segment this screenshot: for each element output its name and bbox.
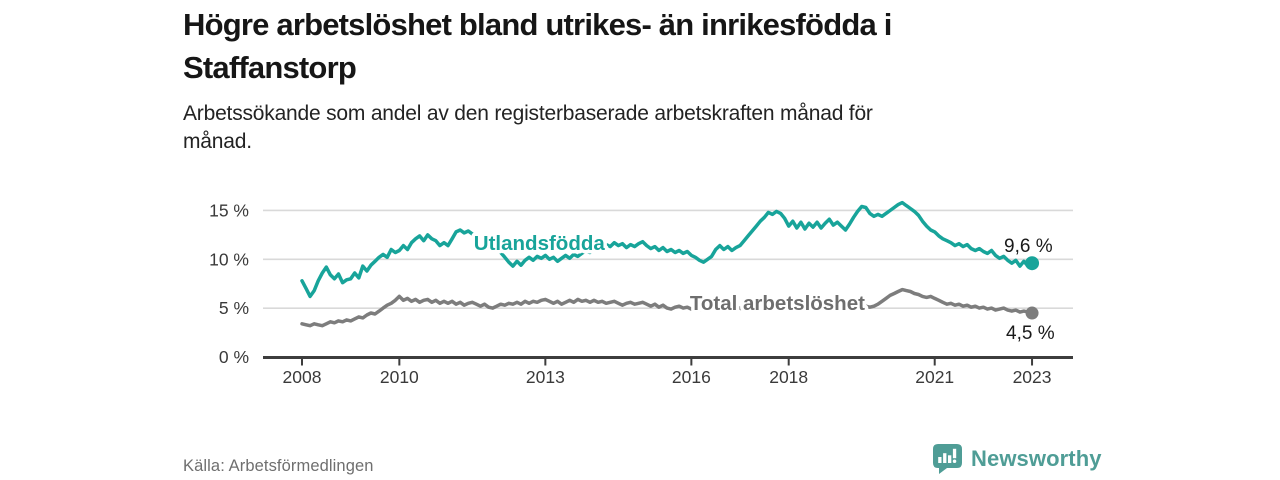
newsworthy-logo-text: Newsworthy (971, 446, 1102, 471)
speech-bubble-shape (933, 444, 962, 474)
newsworthy-logo-icon (933, 444, 962, 474)
y-tick-label-0: 0 % (219, 347, 249, 367)
x-tick-label-2013: 2013 (526, 367, 565, 387)
end-value-label-utlandsfodda: 9,6 % (1004, 236, 1053, 257)
x-tick-label-2018: 2018 (769, 367, 808, 387)
mini-bar-chart-icon (938, 448, 957, 464)
x-tick-label-2016: 2016 (672, 367, 711, 387)
source-label: Källa: Arbetsförmedlingen (183, 457, 374, 475)
end-dot-utlandsfodda (1025, 256, 1040, 271)
y-tick-label-15: 15 % (209, 200, 249, 220)
end-dot-total (1025, 306, 1039, 320)
series-line-total (300, 287, 1034, 328)
series-line-utlandsfodda (300, 200, 1034, 299)
newsworthy-logo: Newsworthy (933, 444, 1102, 474)
y-tick-label-5: 5 % (219, 298, 249, 318)
chart-title-line-2: Staffanstorp (183, 50, 357, 85)
x-tick-label-2023: 2023 (1013, 367, 1052, 387)
chart-title: Högre arbetslöshet bland utrikes- än inr… (183, 3, 1113, 89)
x-tick-label-2021: 2021 (915, 367, 954, 387)
x-tick-label-2010: 2010 (380, 367, 419, 387)
chart-subtitle-line-1: Arbetssökande som andel av den registerb… (183, 102, 873, 125)
chart-subtitle: Arbetssökande som andel av den registerb… (183, 100, 1113, 156)
x-tick-label-2008: 2008 (283, 367, 322, 387)
chart-title-line-1: Högre arbetslöshet bland utrikes- än inr… (183, 7, 892, 42)
y-tick-label-10: 10 % (209, 249, 249, 269)
end-value-label-total: 4,5 % (1006, 323, 1055, 344)
series-label-utlandsfodda: Utlandsfödda (474, 232, 606, 255)
chart-header: Högre arbetslöshet bland utrikes- än inr… (183, 3, 1113, 156)
series-label-total: Total arbetslöshet (690, 292, 865, 315)
chart-subtitle-line-2: månad. (183, 130, 252, 153)
